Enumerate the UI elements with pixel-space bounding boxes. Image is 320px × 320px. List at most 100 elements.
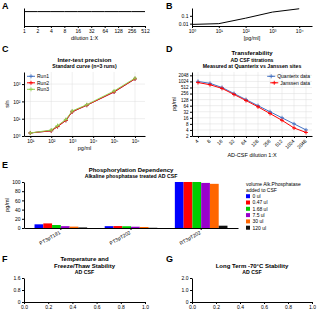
x-axis-label: [pg/ml] — [244, 35, 261, 41]
panel: PT3pT181PT3pT202RT3pT202020406080100pg/m… — [2, 160, 301, 246]
y-tick-mark — [190, 75, 192, 76]
legend-marker — [29, 74, 33, 78]
line — [24, 11, 145, 12]
legend-item: Quanterix data — [267, 73, 310, 79]
x-tick: 16 — [75, 26, 81, 34]
marker — [85, 103, 89, 107]
x-tick: 2 — [37, 26, 40, 34]
grid-line — [72, 72, 73, 136]
bar — [78, 227, 87, 228]
bar — [52, 225, 61, 228]
x-tick-label: 0.6 — [261, 304, 268, 310]
x-tick: 0.4 — [237, 302, 244, 310]
legend-label: Quanterix data — [277, 73, 310, 79]
y-tick-label: 2 — [186, 134, 189, 139]
marker — [70, 109, 74, 113]
y-axis-line — [192, 73, 193, 137]
x-tick: 512 — [274, 136, 284, 148]
plot-area — [192, 9, 299, 25]
panel-label: F — [2, 254, 8, 264]
y-tick-mark — [190, 290, 192, 291]
bar — [105, 226, 114, 228]
x-tick-label: 128 — [114, 28, 123, 34]
marker — [56, 124, 60, 128]
bar — [35, 224, 44, 228]
y-axis: 0 0.8 1.6 — [14, 275, 25, 305]
legend-label: 120 ul — [253, 225, 267, 231]
y-tick-label: 10¹ — [13, 116, 21, 122]
y-tick-mark — [190, 100, 192, 101]
y-tick-mark — [22, 219, 24, 220]
y-tick: 60 — [15, 198, 24, 204]
y-axis: 0.010.1 — [179, 9, 193, 27]
x-tick-label: 1 — [23, 28, 26, 34]
bar — [43, 223, 52, 228]
y-tick: 40 — [15, 207, 24, 213]
x-tick-mark — [201, 228, 202, 230]
x-tick-label: 8 — [206, 138, 212, 144]
x-tick: 1.0 — [309, 302, 316, 310]
bar — [210, 184, 219, 228]
y-axis-line — [24, 279, 25, 303]
x-tick-mark — [210, 136, 211, 138]
legend-item: Janssen data — [270, 80, 310, 86]
legend-marker — [29, 81, 33, 85]
bar — [175, 182, 184, 228]
y-tick: 0 — [186, 299, 192, 305]
marker — [256, 105, 260, 109]
legend-swatch — [246, 207, 250, 211]
x-tick: 1024 — [284, 136, 296, 150]
panel: 10¹10²10³10⁴10⁵10⁶10⁰10¹10²10³pg/mls/nIn… — [2, 44, 146, 151]
marker — [64, 117, 68, 121]
x-tick: 0.8 — [118, 302, 125, 310]
x-tick-label: 512 — [141, 28, 150, 34]
subtitle: Standard curve (n=3 runs) — [52, 63, 117, 69]
grid-line — [24, 101, 145, 102]
y-tick-label: 10³ — [13, 81, 21, 87]
y-tick-label: 8 — [186, 122, 189, 127]
legend-item: 7.5 ul — [246, 212, 265, 218]
x-tick-label: 10³ — [69, 138, 77, 144]
x-tick-label: 512 — [274, 138, 284, 148]
y-tick-label: 1024 — [178, 79, 189, 84]
panel-label: G — [166, 254, 173, 264]
x-tick-mark — [270, 136, 271, 138]
bar — [219, 226, 228, 228]
x-axis: 0.00.20.40.60.81.0 — [189, 302, 316, 310]
legend-swatch — [246, 226, 250, 230]
grid — [24, 72, 145, 136]
bar — [113, 226, 122, 228]
legend-title: added to CSF — [246, 187, 277, 193]
x-axis-line — [25, 26, 146, 27]
y-tick-mark — [190, 278, 192, 279]
legend-label: Janssen data — [280, 80, 310, 86]
y-tick-label: 16 — [183, 116, 189, 121]
legend-swatch — [246, 219, 250, 223]
y-tick-mark — [22, 290, 24, 291]
marker — [28, 131, 32, 135]
x-tick-label: 0.0 — [189, 304, 196, 310]
x-tick-mark — [131, 228, 132, 230]
bar — [149, 227, 158, 228]
y-tick: 0 — [18, 299, 24, 305]
y-tick: 0.8 — [14, 287, 24, 293]
grid-line — [51, 72, 52, 136]
y-tick-label: 2048 — [178, 73, 189, 78]
y-tick-label: 32 — [183, 110, 189, 115]
y-tick-label: 128 — [181, 98, 189, 103]
legend-item: 1.68 ul — [246, 206, 268, 212]
x-axis-line — [25, 136, 146, 137]
y-tick-label: 20 — [15, 216, 21, 222]
x-tick: 0.8 — [285, 302, 292, 310]
x-tick-label: 10⁴ — [296, 28, 304, 34]
panel: 1248163264128256512dilution 1:XA — [2, 1, 150, 41]
x-tick: 10² — [242, 26, 250, 34]
y-tick-label: 0.01 — [179, 21, 189, 27]
subtitle: Measured at Quanterix vs Janssen sites — [203, 63, 302, 69]
x-axis-label: AD-CSF dilution 1:X — [227, 152, 277, 158]
y-tick: 1.6 — [14, 275, 24, 281]
y-tick: 10¹ — [13, 116, 24, 122]
x-tick-label: 128 — [250, 138, 260, 148]
x-tick-label: 1.0 — [309, 304, 316, 310]
y-tick: 0 — [18, 225, 24, 231]
